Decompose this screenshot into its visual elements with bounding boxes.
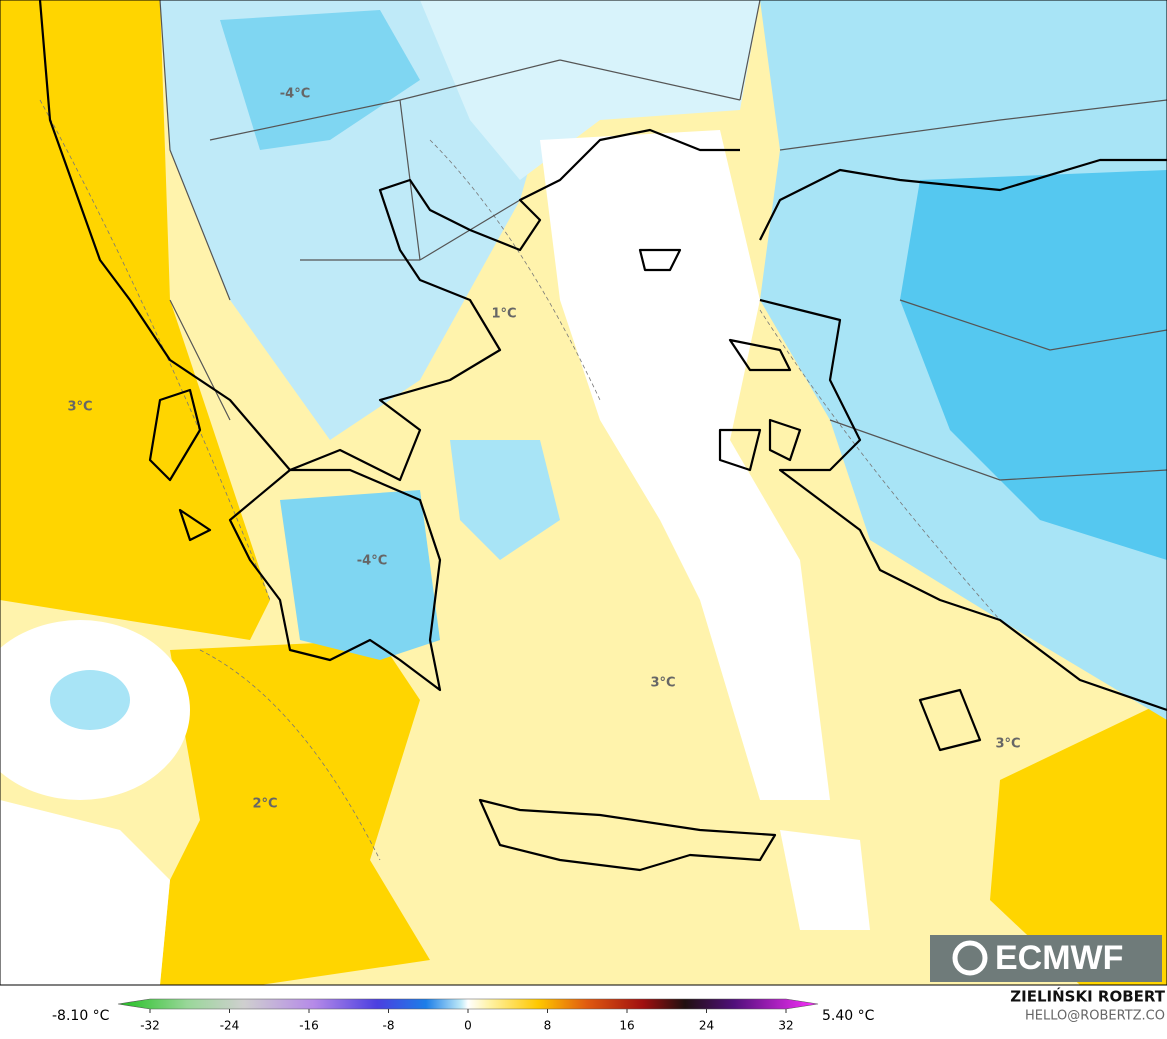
cold-region <box>900 170 1167 560</box>
logo: ECMWF <box>930 935 1162 982</box>
logo-text: ECMWF <box>995 939 1123 977</box>
credit-name: ZIELIŃSKI ROBERT <box>1010 987 1165 1006</box>
cold-region <box>280 490 440 660</box>
warm-region <box>160 640 430 985</box>
cool-region <box>540 130 830 800</box>
colorbar-tick-label: 32 <box>778 1019 793 1033</box>
colorbar-tick-label: 8 <box>544 1019 552 1033</box>
map-label: 3°C <box>995 737 1020 752</box>
coastline <box>38 0 1167 712</box>
colorbar-tick-label: -24 <box>220 1019 240 1033</box>
map-label: 3°C <box>650 676 675 691</box>
cold-region <box>220 10 420 150</box>
cool-region <box>780 830 870 930</box>
cold-region <box>50 670 130 730</box>
map-label: 1°C <box>491 307 516 322</box>
colorbar-tick-label: -32 <box>140 1019 160 1033</box>
cold-region <box>450 440 560 560</box>
map: -4°C 1°C 3°C -4°C 3°C 3°C 2°C <box>0 0 1167 985</box>
warm-region <box>990 700 1167 985</box>
colorbar-tick-label: 0 <box>464 1019 472 1033</box>
colorbar-tick-label: 16 <box>619 1019 634 1033</box>
colorbar-tick-label: -8 <box>383 1019 395 1033</box>
cold-region <box>420 0 760 180</box>
map-frame <box>0 0 1167 986</box>
coastline <box>228 468 442 692</box>
warm-region <box>0 0 270 640</box>
logo-icon <box>952 940 988 976</box>
colorbar-tick-label: -16 <box>299 1019 319 1033</box>
island-coastline <box>148 248 982 752</box>
crete-coastline <box>478 798 777 872</box>
colorbar-tick-label: 24 <box>699 1019 714 1033</box>
colorbar-max-label: 5.40 °C <box>822 1008 875 1024</box>
credit-email: HELLO@ROBERTZ.CO <box>1025 1009 1165 1024</box>
map-label: -4°C <box>280 87 310 102</box>
colorbar <box>117 998 819 1010</box>
map-label: 3°C <box>67 400 92 415</box>
map-label: -4°C <box>357 554 387 569</box>
map-label: 2°C <box>252 797 277 812</box>
cool-region <box>0 800 170 985</box>
colorbar-min-label: -8.10 °C <box>52 1008 110 1024</box>
